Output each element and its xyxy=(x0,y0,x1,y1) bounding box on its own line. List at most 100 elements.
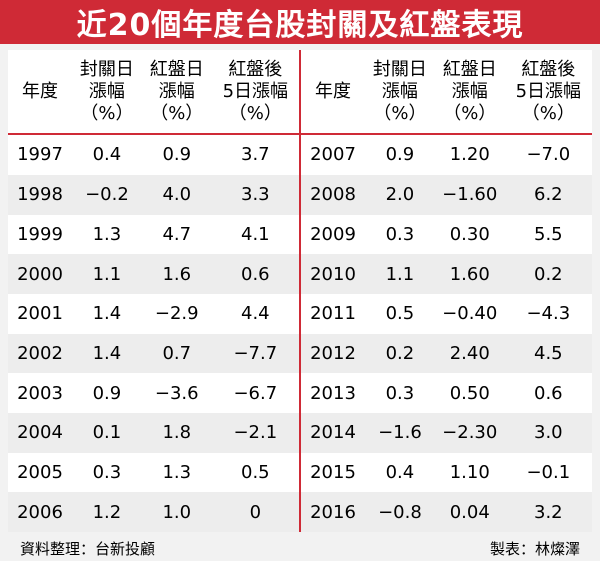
table-row: 2002 1.4 0.7 −7.7 xyxy=(8,333,299,374)
table-row: 2008 2.0 −1.60 6.2 xyxy=(301,174,592,215)
cell-closing: 1.4 xyxy=(92,303,122,325)
cell-closing: 1.3 xyxy=(92,223,122,245)
cell-year: 2007 xyxy=(310,144,356,166)
cell-after5: 0.5 xyxy=(241,461,270,483)
column-divider xyxy=(299,50,301,532)
cell-after5: 6.2 xyxy=(534,184,563,206)
cell-closing: 0.4 xyxy=(92,144,122,166)
cell-closing: 0.3 xyxy=(92,461,122,483)
cell-closing: 1.1 xyxy=(385,263,415,285)
cell-year: 2014 xyxy=(310,422,356,444)
table-row: 2007 0.9 1.20 −7.0 xyxy=(301,135,592,175)
header-after5: 紅盤後 5日漲幅 （%） xyxy=(515,58,582,124)
cell-closing: −0.2 xyxy=(85,184,129,206)
cell-year: 2009 xyxy=(310,223,356,245)
cell-opening: 1.6 xyxy=(162,263,192,285)
cell-closing: 0.2 xyxy=(385,342,415,364)
cell-year: 2008 xyxy=(310,184,356,206)
cell-year: 2010 xyxy=(310,263,356,285)
cell-year: 2015 xyxy=(310,461,356,483)
cell-closing: 0.3 xyxy=(385,382,415,404)
cell-opening: 1.20 xyxy=(449,144,490,166)
cell-opening: 1.10 xyxy=(449,461,490,483)
cell-after5: 3.2 xyxy=(534,501,563,523)
table-row: 1998 −0.2 4.0 3.3 xyxy=(8,174,299,215)
cell-closing: 0.9 xyxy=(385,144,415,166)
table-row: 2012 0.2 2.40 4.5 xyxy=(301,333,592,374)
cell-after5: 0.6 xyxy=(534,382,563,404)
cell-opening: 1.8 xyxy=(162,422,192,444)
table-row: 2011 0.5 −0.40 −4.3 xyxy=(301,294,592,334)
table-body-left: 1997 0.4 0.9 3.7 1998 −0.2 4.0 3.3 1999 1.3 4.7 4.1… xyxy=(8,135,299,532)
cell-after5: 3.3 xyxy=(241,184,270,206)
cell-after5: −0.1 xyxy=(526,461,571,483)
cell-after5: 0.6 xyxy=(241,263,270,285)
cell-year: 2000 xyxy=(17,263,63,285)
cell-closing: 0.5 xyxy=(385,303,415,325)
cell-opening: 0.50 xyxy=(449,382,490,404)
cell-year: 2003 xyxy=(17,382,63,404)
table-row: 1999 1.3 4.7 4.1 xyxy=(8,215,299,255)
cell-after5: 3.0 xyxy=(534,422,563,444)
cell-after5: −6.7 xyxy=(233,382,278,404)
table-header-right: 年度 封關日 漲幅 （%） 紅盤日 漲幅 （%） 紅盤後 5日漲幅 （%） xyxy=(301,50,592,136)
table-row: 2016 −0.8 0.04 3.2 xyxy=(301,492,592,532)
table-body-right: 2007 0.9 1.20 −7.0 2008 2.0 −1.60 6.2 2009 0.3 0.3… xyxy=(301,135,592,532)
cell-year: 2006 xyxy=(17,501,63,523)
cell-after5: −7.0 xyxy=(526,144,571,166)
cell-opening: −2.9 xyxy=(154,303,199,325)
cell-opening: −1.60 xyxy=(442,184,498,206)
cell-opening: 0.7 xyxy=(162,342,192,364)
header-closing: 封關日 漲幅 （%） xyxy=(79,58,134,124)
data-table: 年度 封關日 漲幅 （%） 紅盤日 漲幅 （%） 紅盤後 5日漲幅 （%） xyxy=(8,50,592,532)
cell-opening: 1.0 xyxy=(162,501,192,523)
header-after5: 紅盤後 5日漲幅 （%） xyxy=(222,58,289,124)
cell-closing: 2.0 xyxy=(385,184,415,206)
cell-closing: 0.9 xyxy=(92,382,122,404)
maker-credit: 製表：林燦澤 xyxy=(489,540,580,558)
header-year: 年度 xyxy=(22,80,58,102)
cell-year: 2012 xyxy=(310,342,356,364)
cell-opening: 1.60 xyxy=(449,263,490,285)
cell-after5: 5.5 xyxy=(534,223,563,245)
cell-opening: 1.3 xyxy=(162,461,192,483)
cell-year: 2001 xyxy=(17,303,63,325)
cell-after5: −4.3 xyxy=(526,303,571,325)
cell-after5: −7.7 xyxy=(233,342,278,364)
table-row: 2001 1.4 −2.9 4.4 xyxy=(8,294,299,334)
cell-year: 1998 xyxy=(17,184,63,206)
table-row: 2003 0.9 −3.6 −6.7 xyxy=(8,373,299,413)
header-opening: 紅盤日 漲幅 （%） xyxy=(149,58,204,124)
cell-opening: 2.40 xyxy=(449,342,490,364)
cell-year: 2011 xyxy=(310,303,356,325)
table-row: 2015 0.4 1.10 −0.1 xyxy=(301,453,592,493)
table-row: 2000 1.1 1.6 0.6 xyxy=(8,254,299,294)
cell-opening: −0.40 xyxy=(442,303,498,325)
cell-opening: 4.7 xyxy=(162,223,192,245)
cell-closing: 0.1 xyxy=(92,422,122,444)
table-row: 2006 1.2 1.0 0 xyxy=(8,492,299,532)
cell-closing: −0.8 xyxy=(378,501,422,523)
cell-opening: −2.30 xyxy=(442,422,498,444)
table-row: 2014 −1.6 −2.30 3.0 xyxy=(301,412,592,453)
cell-year: 1999 xyxy=(17,223,63,245)
cell-opening: 4.0 xyxy=(162,184,192,206)
cell-after5: −2.1 xyxy=(233,422,278,444)
cell-year: 1997 xyxy=(17,144,63,166)
cell-closing: −1.6 xyxy=(378,422,422,444)
cell-closing: 1.1 xyxy=(92,263,122,285)
table-row: 2004 0.1 1.8 −2.1 xyxy=(8,412,299,453)
cell-closing: 1.2 xyxy=(92,501,122,523)
cell-year: 2005 xyxy=(17,461,63,483)
cell-closing: 1.4 xyxy=(92,342,122,364)
cell-after5: 4.5 xyxy=(534,342,563,364)
table-row: 2013 0.3 0.50 0.6 xyxy=(301,373,592,413)
table-row: 2010 1.1 1.60 0.2 xyxy=(301,254,592,294)
cell-opening: 0.9 xyxy=(162,144,192,166)
cell-year: 2016 xyxy=(310,501,356,523)
footer: 資料整理：台新投顧 製表：林燦澤 xyxy=(0,536,600,561)
header-closing: 封關日 漲幅 （%） xyxy=(372,58,427,124)
table-right-half: 年度 封關日 漲幅 （%） 紅盤日 漲幅 （%） 紅盤後 5日漲幅 （%） xyxy=(301,50,592,532)
cell-opening: −3.6 xyxy=(154,382,199,404)
cell-year: 2002 xyxy=(17,342,63,364)
